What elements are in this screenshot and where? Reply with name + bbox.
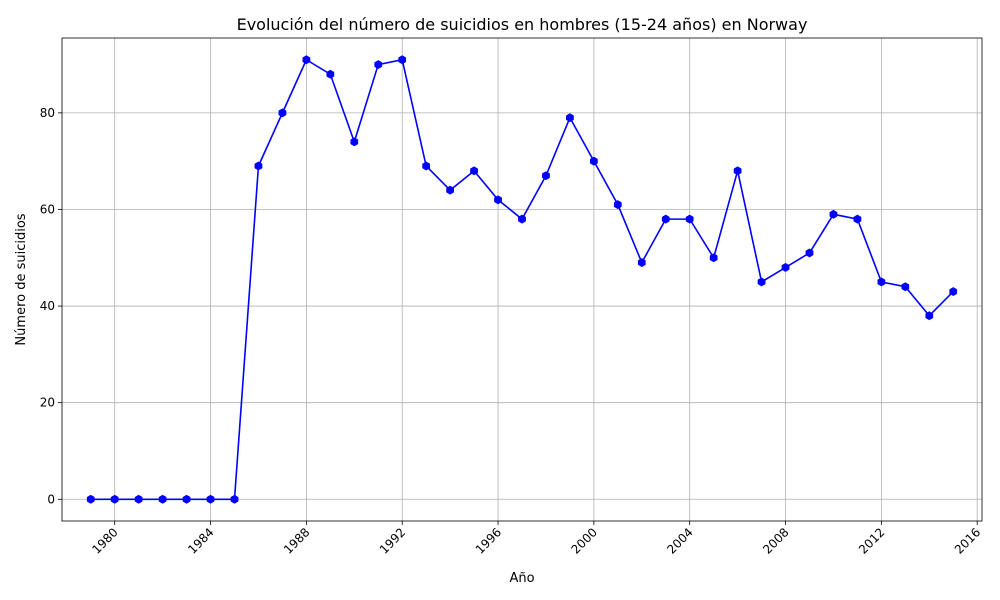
data-point bbox=[637, 258, 646, 268]
y-tick-label: 40 bbox=[40, 299, 55, 313]
data-point bbox=[326, 69, 335, 79]
data-point bbox=[182, 494, 191, 504]
x-tick-label: 2008 bbox=[760, 525, 791, 556]
data-point bbox=[853, 214, 862, 224]
y-axis-title: Número de suicidios bbox=[14, 213, 29, 345]
data-point bbox=[302, 55, 311, 65]
series bbox=[86, 55, 958, 504]
x-tick-label: 2004 bbox=[664, 525, 695, 556]
data-point bbox=[278, 108, 287, 118]
data-point bbox=[733, 166, 742, 176]
y-tick-label: 0 bbox=[47, 492, 55, 506]
data-point bbox=[709, 253, 718, 263]
data-point bbox=[374, 60, 383, 70]
x-tick-label: 2012 bbox=[856, 525, 887, 556]
data-point bbox=[518, 214, 526, 224]
data-point bbox=[254, 161, 263, 171]
x-tick-label: 1992 bbox=[377, 525, 408, 556]
x-tick-label: 2016 bbox=[952, 525, 983, 556]
data-point bbox=[86, 494, 95, 504]
data-point bbox=[901, 282, 910, 292]
data-point bbox=[230, 494, 239, 504]
data-point bbox=[350, 137, 359, 147]
y-tick-label: 60 bbox=[40, 202, 55, 216]
data-point bbox=[470, 166, 478, 176]
data-point bbox=[781, 262, 790, 272]
x-tick-label: 1988 bbox=[281, 525, 312, 556]
series-line bbox=[90, 58, 954, 501]
data-point bbox=[925, 311, 934, 321]
data-point bbox=[398, 55, 407, 65]
data-point bbox=[589, 156, 598, 166]
data-point bbox=[422, 161, 431, 171]
chart-title: Evolución del número de suicidios en hom… bbox=[237, 15, 808, 34]
x-tick-label: 1984 bbox=[185, 525, 216, 556]
x-axis-title: Año bbox=[509, 571, 534, 586]
x-tick-label: 1980 bbox=[89, 525, 120, 556]
data-point bbox=[685, 214, 694, 224]
data-point bbox=[829, 209, 838, 219]
data-point bbox=[805, 248, 814, 258]
data-point bbox=[134, 494, 143, 504]
data-point bbox=[206, 494, 215, 504]
data-point bbox=[566, 113, 574, 123]
data-point bbox=[110, 494, 119, 504]
data-point bbox=[757, 277, 766, 287]
data-point bbox=[613, 200, 622, 210]
data-point bbox=[542, 171, 550, 181]
data-point bbox=[158, 494, 167, 504]
data-point bbox=[494, 195, 502, 205]
y-tick-label: 80 bbox=[40, 106, 55, 120]
plot-frame bbox=[61, 37, 983, 522]
axis-ticks: 1980 1984 1988 1992 1996 2000 2004 2008 2012 2016… bbox=[40, 106, 984, 557]
data-point bbox=[877, 277, 886, 287]
data-point bbox=[446, 185, 455, 195]
x-tick-label: 2000 bbox=[568, 525, 599, 556]
x-tick-label: 1996 bbox=[473, 525, 504, 556]
grid bbox=[62, 38, 982, 521]
y-tick-label: 20 bbox=[40, 396, 55, 410]
data-point bbox=[949, 287, 958, 297]
data-point bbox=[661, 214, 670, 224]
